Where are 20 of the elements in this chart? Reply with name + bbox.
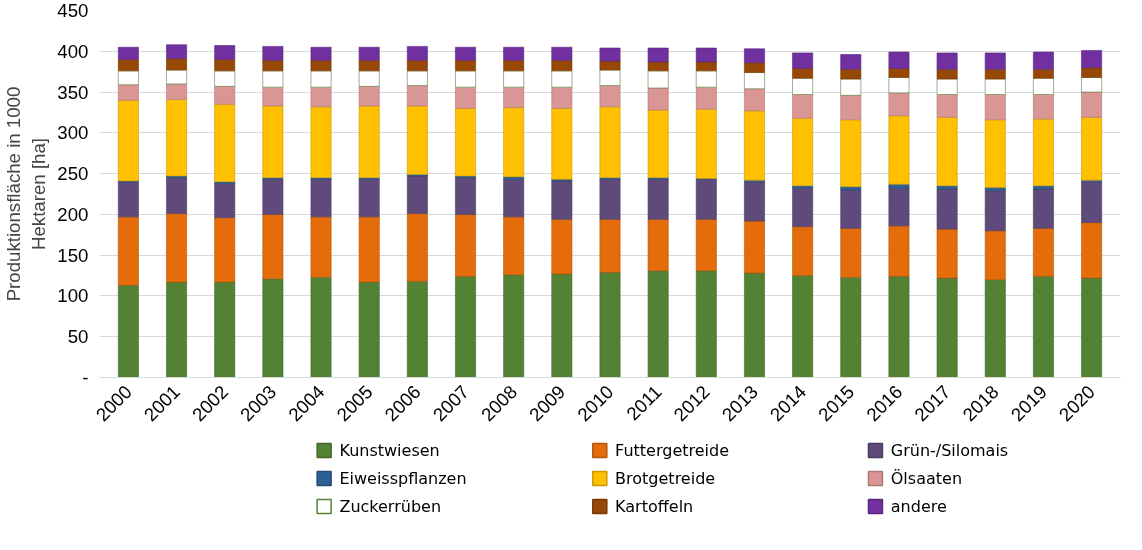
y-tick-label: 150	[57, 244, 89, 266]
legend-label: Eiweisspflanzen	[339, 469, 467, 488]
y-tick-label: 400	[57, 40, 89, 62]
y-tick-label: 200	[57, 203, 89, 225]
legend-label: Ölsaaten	[890, 469, 963, 488]
legend-label: Kartoffeln	[615, 497, 694, 516]
y-tick-label: 50	[67, 326, 89, 348]
y-axis-title: Produktionsfläche in 1000 Hektaren [ha]	[3, 86, 50, 302]
y-tick-label: 250	[57, 163, 89, 185]
legend-label: Grün-/Silomais	[890, 441, 1009, 460]
legend-label: Kunstwiesen	[339, 441, 440, 460]
legend-label: Brotgetreide	[615, 469, 716, 488]
y-tick-label: -	[82, 367, 89, 388]
y-tick-label: 350	[57, 81, 89, 103]
legend-label: Futtergetreide	[615, 441, 730, 460]
y-tick-label: 300	[57, 122, 89, 144]
y-tick-label: 450	[57, 0, 89, 21]
legend-label: Zuckerrüben	[339, 497, 442, 516]
legend-label: andere	[890, 497, 947, 516]
y-tick-label: 100	[57, 285, 89, 307]
